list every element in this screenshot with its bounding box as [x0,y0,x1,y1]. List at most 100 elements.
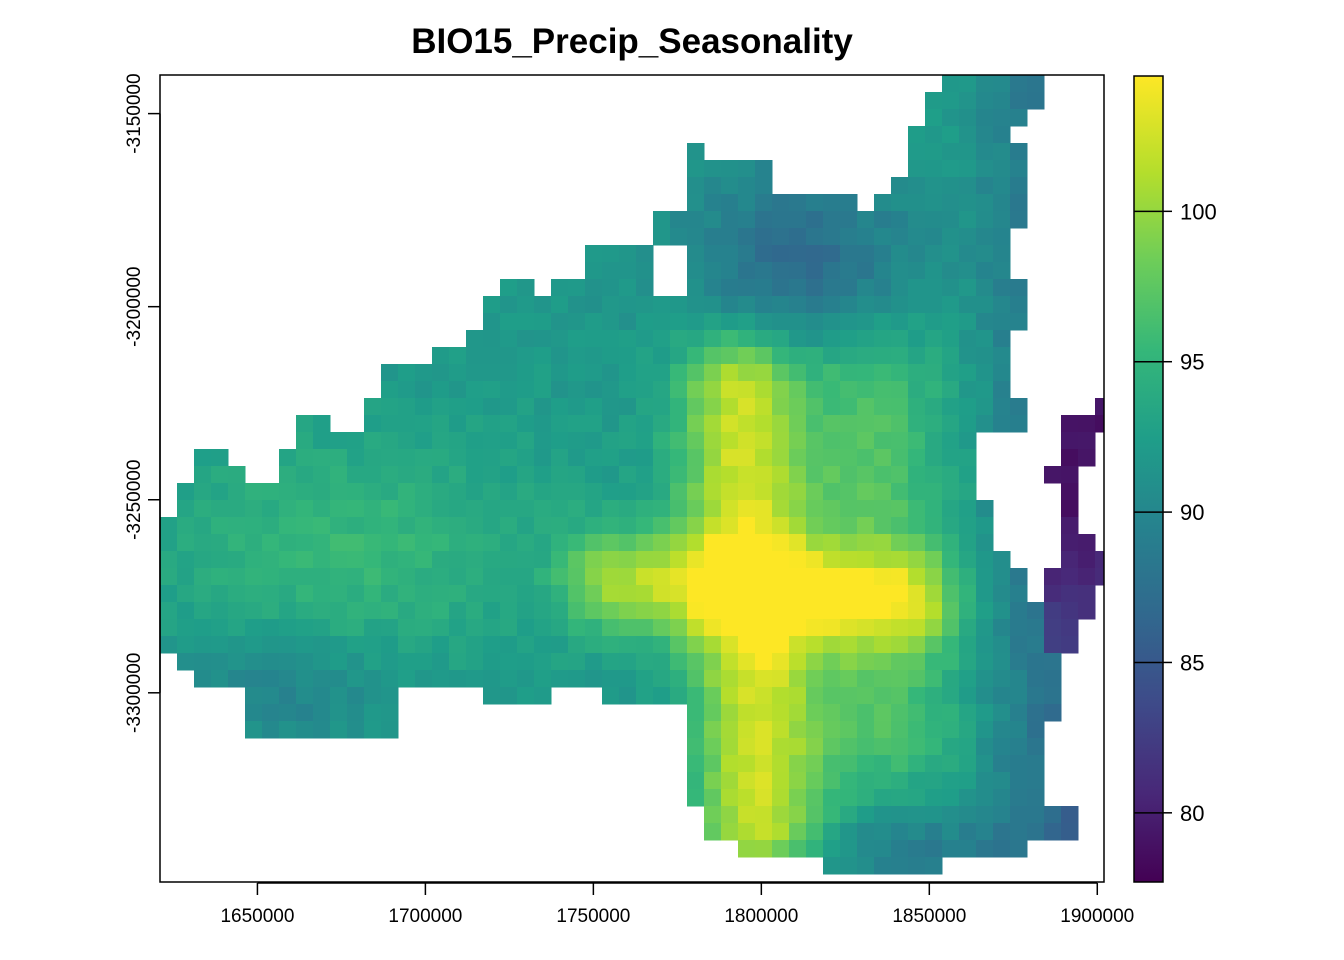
raster-cell [738,228,756,246]
raster-cell [381,500,399,518]
raster-cell [874,857,892,875]
raster-cell [500,296,518,314]
raster-cell [959,177,977,195]
raster-cell [1010,704,1028,722]
raster-cell [874,466,892,484]
raster-cell [517,602,535,620]
raster-cell [262,670,280,688]
raster-cell [908,602,926,620]
raster-cell [500,466,518,484]
raster-cell [449,415,467,433]
raster-cell [330,551,348,569]
raster-cell [245,500,263,518]
raster-cell [942,704,960,722]
raster-cell [602,296,620,314]
raster-cell [806,636,824,654]
raster-cell [262,534,280,552]
raster-cell [568,432,586,450]
raster-cell [619,602,637,620]
raster-cell [449,602,467,620]
raster-cell [976,109,994,127]
raster-cell [755,585,773,603]
raster-cell [806,568,824,586]
raster-cell [772,500,790,518]
raster-cell [993,347,1011,365]
raster-cell [738,432,756,450]
raster-cell [228,636,246,654]
raster-cell [738,704,756,722]
raster-cell [789,551,807,569]
raster-cell [823,721,841,739]
raster-cell [959,789,977,807]
raster-cell [959,143,977,161]
raster-cell [398,585,416,603]
raster-cell [738,755,756,773]
raster-cell [976,398,994,416]
raster-cell [1027,755,1045,773]
raster-cell [976,194,994,212]
raster-cell [857,381,875,399]
raster-cell [194,517,212,535]
raster-cell [925,840,943,858]
raster-cell [721,806,739,824]
raster-cell [466,500,484,518]
raster-cell [228,619,246,637]
raster-cell [721,551,739,569]
raster-cell [653,568,671,586]
raster-cell [398,500,416,518]
raster-cell [483,653,501,671]
raster-cell [415,381,433,399]
raster-cell [602,466,620,484]
raster-cell [857,313,875,331]
raster-cell [891,177,909,195]
raster-cell [755,568,773,586]
raster-cell [755,330,773,348]
raster-cell [517,364,535,382]
raster-cell [942,432,960,450]
raster-cell [687,772,705,790]
raster-cell [925,245,943,263]
raster-cell [942,653,960,671]
raster-cell [415,500,433,518]
raster-cell [296,415,314,433]
raster-cell [738,347,756,365]
raster-cell [415,432,433,450]
raster-cell [891,262,909,280]
raster-cell [976,738,994,756]
raster-cell [1010,568,1028,586]
raster-cell [993,687,1011,705]
raster-cell [500,398,518,416]
raster-cell [636,245,654,263]
raster-cell [483,483,501,501]
raster-cell [619,330,637,348]
y-axis: -3150000-3200000-3250000-3300000 [124,73,160,732]
raster-cell [976,177,994,195]
raster-cell [687,415,705,433]
raster-cell [959,75,977,93]
raster-cell [245,517,263,535]
raster-cell [721,738,739,756]
raster-cell [857,279,875,297]
raster-cell [857,823,875,841]
raster-cell [381,517,399,535]
raster-cell [483,364,501,382]
raster-cell [1044,806,1062,824]
raster-cell [925,92,943,110]
raster-cell [262,721,280,739]
raster-cell [959,211,977,229]
raster-cell [891,313,909,331]
raster-cell [942,738,960,756]
raster-cell [925,160,943,178]
raster-cell [1027,738,1045,756]
raster-cell [313,704,331,722]
raster-cell [347,687,365,705]
raster-cell [177,551,195,569]
raster-cell [398,670,416,688]
raster-cell [704,500,722,518]
raster-cell [806,415,824,433]
raster-cell [942,92,960,110]
raster-cell [772,653,790,671]
raster-cell [466,381,484,399]
raster-cell [398,483,416,501]
raster-cell [636,551,654,569]
